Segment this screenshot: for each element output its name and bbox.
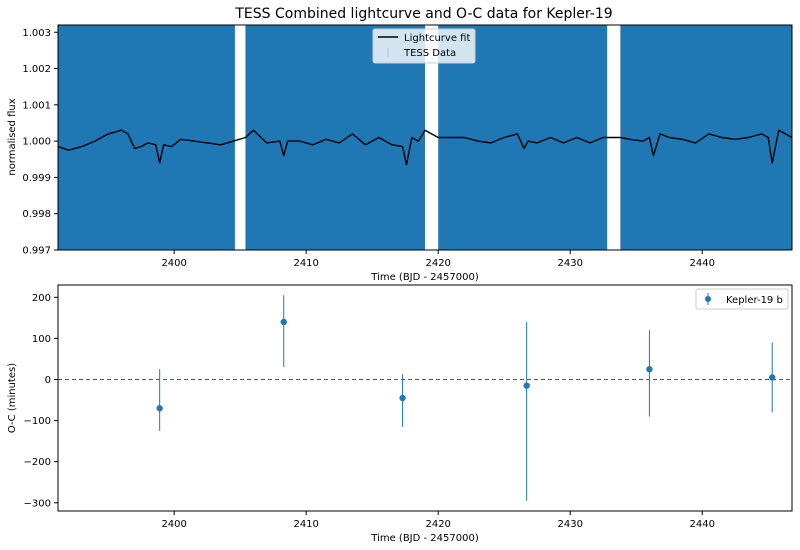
lightcurve-x-tick-label-0: 2400: [161, 258, 186, 269]
oc-x-ticks: 2400 2410 2420 2430 2440: [161, 511, 715, 530]
oc-point-3: [523, 382, 530, 389]
oc-y-ticks: −300 −200 −100 0 100 200: [24, 293, 58, 509]
lightcurve-y-tick-label-4: 1.001: [22, 100, 51, 111]
oc-x-tick-label-1: 2410: [293, 519, 318, 530]
lightcurve-y-label: normalised flux: [7, 98, 18, 175]
oc-y-tick-label-4: 100: [32, 334, 51, 345]
lightcurve-y-tick-label-3: 1.000: [22, 137, 51, 148]
legend-box: [372, 28, 476, 64]
tess-data-segment-0: [58, 25, 235, 250]
oc-legend: Kepler-19 b: [695, 288, 789, 310]
oc-point-5: [768, 374, 776, 381]
oc-y-tick-label-5: 200: [32, 293, 51, 304]
oc-x-label: Time (BJD - 2457000): [370, 533, 479, 544]
lightcurve-y-ticks: 0.997 0.998 0.999 1.000 1.001 1.002 1.003: [22, 28, 58, 257]
lightcurve-x-label: Time (BJD - 2457000): [370, 272, 479, 283]
oc-panel: 2400 2410 2420 2430 2440 −300 −200 −100 0 100 200…: [7, 284, 793, 544]
lightcurve-x-tick-label-1: 2410: [293, 258, 318, 269]
lightcurve-axes-frame: [57, 24, 793, 251]
oc-point-1: [280, 318, 287, 326]
lightcurve-x-tick-label-3: 2430: [557, 258, 582, 269]
oc-axes-frame: [57, 284, 793, 512]
oc-x-tick-label-2: 2420: [425, 519, 450, 530]
oc-plot-area: [58, 295, 792, 501]
lightcurve-x-tick-label-2: 2420: [425, 258, 450, 269]
lightcurve-fit-line: [57, 129, 793, 166]
oc-x-tick-label-0: 2400: [161, 519, 186, 530]
lightcurve-x-ticks: 2400 2410 2420 2430 2440: [161, 250, 715, 269]
oc-legend-label: Kepler-19 b: [726, 295, 783, 306]
oc-y-tick-label-2: −100: [24, 416, 51, 427]
lightcurve-legend: Lightcurve fit TESS Data: [372, 28, 476, 64]
legend-fit-label: Lightcurve fit: [404, 33, 470, 44]
oc-y-tick-label-3: 0: [45, 375, 51, 386]
oc-legend-box: [695, 288, 789, 310]
oc-point-0: [156, 405, 163, 412]
lightcurve-panel: 2400 2410 2420 2430 2440 0.997 0.998 0.999 1.00…: [7, 24, 793, 283]
oc-point-4: [646, 366, 653, 373]
lightcurve-y-tick-label-0: 0.997: [22, 246, 51, 257]
oc-y-tick-label-1: −200: [24, 457, 51, 468]
lightcurve-y-tick-label-2: 0.999: [22, 173, 51, 184]
tess-data-segment-3: [620, 25, 792, 250]
legend-data-label: TESS Data: [403, 48, 456, 59]
lightcurve-x-tick-label-4: 2440: [690, 258, 715, 269]
oc-point-2: [399, 394, 406, 402]
lightcurve-y-tick-label-6: 1.003: [22, 28, 51, 39]
lightcurve-y-tick-label-1: 0.998: [22, 209, 51, 220]
oc-x-tick-label-4: 2440: [690, 519, 715, 530]
oc-legend-marker: [705, 296, 711, 302]
oc-y-label: O-C (minutes): [7, 363, 18, 433]
lightcurve-y-tick-label-5: 1.002: [22, 64, 51, 75]
figure-title: TESS Combined lightcurve and O-C data fo…: [234, 6, 612, 22]
oc-x-tick-label-3: 2430: [557, 519, 582, 530]
oc-y-tick-label-0: −300: [24, 498, 51, 509]
